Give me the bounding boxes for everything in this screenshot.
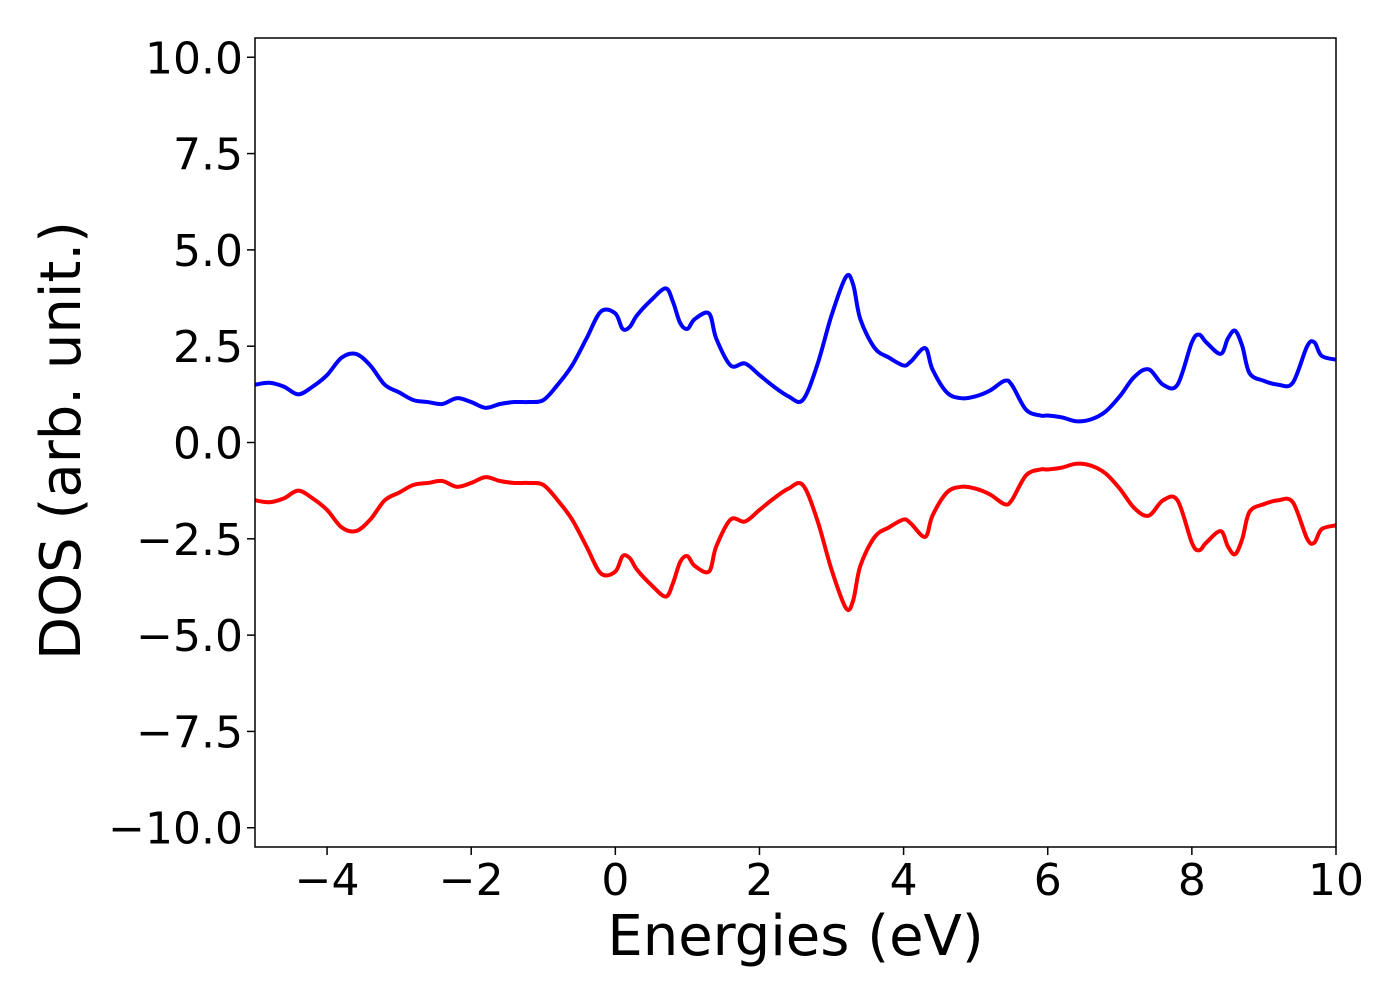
y-tick-label: −5.0 xyxy=(136,611,243,662)
y-axis: 10.0 7.5 5.0 2.5 0.0 −2.5 −5.0 −7.5 −10.0 xyxy=(108,33,255,855)
y-tick-label: −2.5 xyxy=(136,515,243,566)
x-tick-label: 6 xyxy=(1034,855,1062,906)
x-axis: −4 −2 0 2 4 6 8 10 xyxy=(295,847,1364,906)
y-tick-label: 0.0 xyxy=(173,419,243,470)
plot-frame xyxy=(254,37,1337,848)
x-tick-label: 0 xyxy=(601,855,629,906)
series-line-down xyxy=(254,461,1337,613)
y-tick-label: 2.5 xyxy=(173,322,243,373)
y-tick-label: 7.5 xyxy=(173,130,243,181)
y-tick-label: 10.0 xyxy=(145,33,243,84)
x-tick-label: 10 xyxy=(1308,855,1364,906)
x-tick-label: 4 xyxy=(890,855,918,906)
y-tick-label: −7.5 xyxy=(136,707,243,758)
x-tick-label: −2 xyxy=(439,855,504,906)
y-tick-label: −10.0 xyxy=(108,804,243,855)
x-tick-label: 8 xyxy=(1178,855,1206,906)
y-axis-title: DOS (arb. unit.) xyxy=(29,221,94,660)
y-tick-label: 5.0 xyxy=(173,226,243,277)
series-line-up xyxy=(254,272,1337,424)
x-tick-label: 2 xyxy=(745,855,773,906)
x-axis-title: Energies (eV) xyxy=(607,904,983,969)
x-tick-label: −4 xyxy=(295,855,360,906)
series-layer xyxy=(254,272,1337,613)
